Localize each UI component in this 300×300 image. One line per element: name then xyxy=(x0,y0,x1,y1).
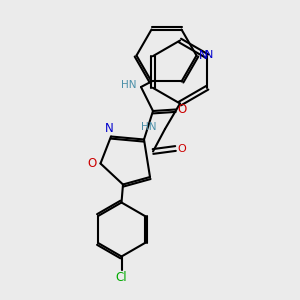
Text: N: N xyxy=(105,122,114,136)
Text: Cl: Cl xyxy=(116,271,127,284)
Text: O: O xyxy=(177,143,186,154)
Text: O: O xyxy=(178,103,187,116)
Text: O: O xyxy=(88,157,97,170)
Text: HN: HN xyxy=(121,80,136,90)
Text: HN: HN xyxy=(140,122,156,133)
Text: N: N xyxy=(205,50,213,60)
Text: N: N xyxy=(199,49,208,62)
